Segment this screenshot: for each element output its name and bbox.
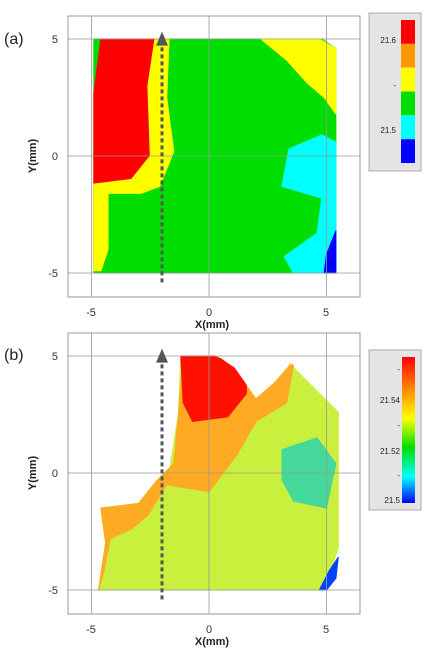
colorbar-tick-label: 21.6 xyxy=(380,36,396,45)
colorbar-swatch xyxy=(401,43,415,68)
colorbar-tick-label: - xyxy=(397,421,400,430)
colorbar-swatch xyxy=(401,91,415,116)
scan-arrow-head xyxy=(156,348,168,363)
heatmap-region-yellow xyxy=(93,38,175,272)
colorbar-tick-label: 21.54 xyxy=(380,396,401,405)
panel-label: (b) xyxy=(4,347,24,364)
x-tick-label: -5 xyxy=(86,624,96,636)
panel-b: (b) X(mm) Y(mm) -5 0 5 5 0 -5 - 21 xyxy=(4,332,422,648)
colorbar: 21.6 - 21.5 xyxy=(368,12,422,172)
colorbar-swatch xyxy=(401,139,415,163)
y-tick-label: 0 xyxy=(52,151,58,163)
y-tick-label: 5 xyxy=(52,34,58,46)
colorbar-swatch xyxy=(401,20,415,44)
grid xyxy=(68,15,360,297)
y-tick-label: -5 xyxy=(48,585,58,597)
heatmap-gap xyxy=(324,351,348,417)
plot-frame xyxy=(67,15,361,298)
y-tick-label: -5 xyxy=(48,268,58,280)
colorbar-tick-label: - xyxy=(397,365,400,374)
colorbar-swatch xyxy=(401,67,415,92)
colorbar: - 21.54 - 21.52 - 21.5 xyxy=(368,349,422,511)
x-tick-label: -5 xyxy=(86,307,96,319)
x-tick-label: 0 xyxy=(206,307,212,319)
colorbar-tick-label: - xyxy=(393,81,396,90)
colorbar-swatch xyxy=(401,115,415,140)
heatmap-gap xyxy=(204,351,294,399)
colorbar-tick-label: 21.5 xyxy=(380,126,396,135)
heatmap-area xyxy=(98,351,348,591)
x-tick-label: 5 xyxy=(323,624,329,636)
colorbar-gradient xyxy=(402,357,415,503)
scan-arrow-head xyxy=(156,31,168,46)
y-tick-label: 5 xyxy=(52,351,58,363)
x-tick-label: 0 xyxy=(206,624,212,636)
colorbar-swatches xyxy=(401,20,415,163)
y-axis-label: Y(mm) xyxy=(27,456,39,491)
colorbar-tick-label: 21.5 xyxy=(384,496,400,505)
panel-a: (a) X(mm) Y(mm) -5 0 5 5 0 -5 21.6 - 21.… xyxy=(4,12,422,331)
panel-label: (a) xyxy=(4,31,24,48)
plot-frame xyxy=(67,332,361,615)
heatmap-region-yellow xyxy=(260,38,337,115)
y-tick-label: 0 xyxy=(52,468,58,480)
colorbar-tick-label: - xyxy=(397,471,400,480)
y-axis-label: Y(mm) xyxy=(27,139,39,174)
grid xyxy=(68,332,360,614)
x-tick-label: 5 xyxy=(323,307,329,319)
x-axis-label: X(mm) xyxy=(195,319,230,331)
x-axis-label: X(mm) xyxy=(195,636,230,648)
colorbar-tick-label: 21.52 xyxy=(380,447,401,456)
